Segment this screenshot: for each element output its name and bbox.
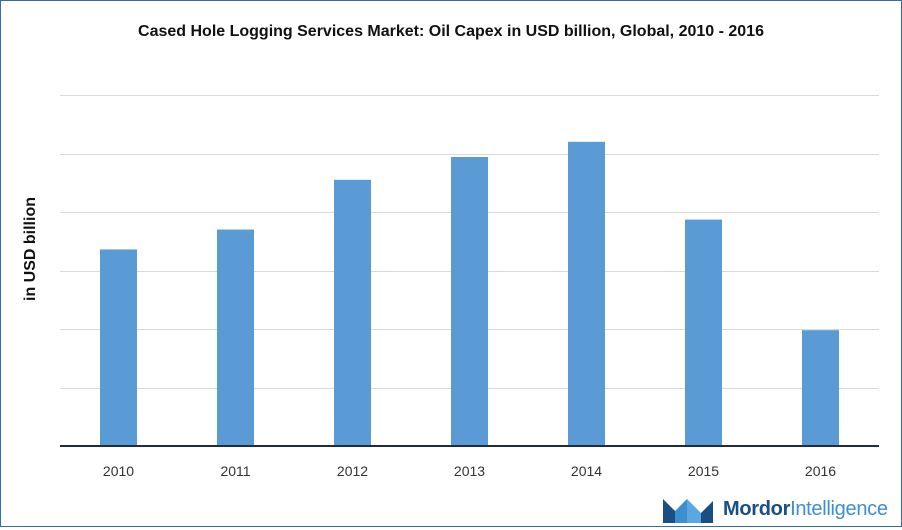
mordor-intelligence-logo: MordorIntelligence [661,495,901,525]
x-tick-label-2014: 2014 [571,463,602,479]
x-tick-label-2015: 2015 [688,463,719,479]
mordor-logo-icon [663,499,713,523]
bar-2011 [217,229,254,446]
bars [100,141,839,447]
logo-word-intelligence: Intelligence [790,498,888,520]
bar-2014 [568,141,605,447]
bar-2015 [685,219,722,446]
x-tick-label-2010: 2010 [103,463,134,479]
logo-word-mordor: Mordor [723,498,791,520]
bar-2016 [802,330,839,446]
bar-2013 [451,157,488,446]
x-tick-labels: 2010 2011 2012 2013 2014 2015 2016 [103,463,836,479]
bar-2012 [334,179,371,446]
x-tick-label-2012: 2012 [337,463,368,479]
logo-text: MordorIntelligence [723,498,888,521]
bar-2010 [100,249,137,446]
x-tick-label-2016: 2016 [805,463,836,479]
chart-title: Cased Hole Logging Services Market: Oil … [138,23,764,40]
x-tick-label-2011: 2011 [220,463,250,479]
x-tick-label-2013: 2013 [454,463,485,479]
